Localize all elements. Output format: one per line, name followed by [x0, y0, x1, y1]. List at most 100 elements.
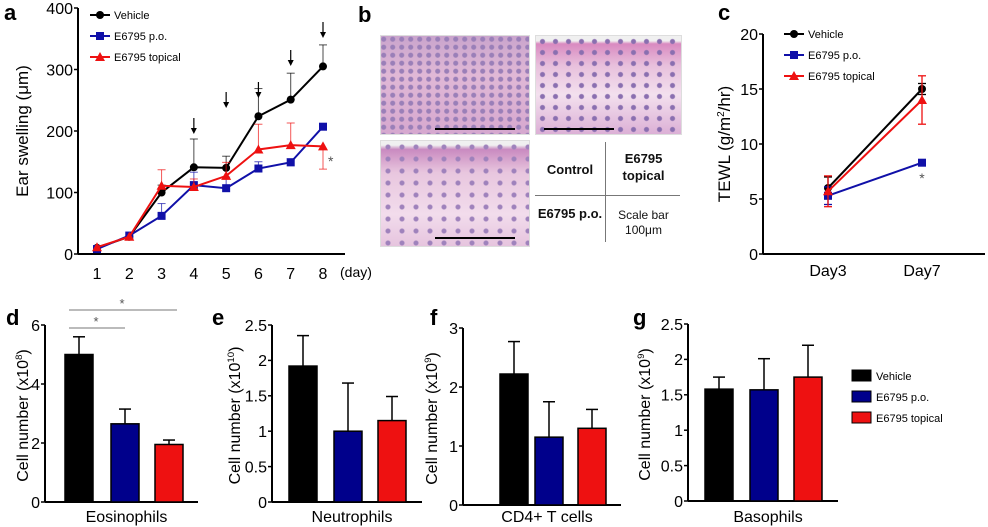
c-x-tick-label: Day3 [809, 263, 846, 280]
g-bar-e6795-p-o- [749, 389, 779, 502]
c-series-line [827, 161, 923, 197]
panel-label-b: b [358, 2, 372, 27]
d-y-label: Cell number (x108) [14, 349, 32, 482]
a-arrowhead [320, 32, 326, 38]
g-bar-e6795-topical [793, 376, 823, 502]
a-point-triangle [124, 231, 135, 241]
f-y-tick-label: 3 [449, 321, 458, 338]
a-point-square [157, 211, 166, 220]
g-y-tick-label: 0.5 [661, 458, 683, 475]
a-point-square [319, 122, 327, 131]
a-point-circle [254, 112, 263, 121]
g-y-tick-label: 0 [674, 494, 683, 511]
table-divider-h [535, 195, 680, 196]
legend-label: Vehicle [808, 29, 843, 41]
scale-bar [435, 128, 515, 130]
a-point-triangle [253, 144, 264, 154]
c-point-triangle [917, 95, 927, 104]
legend-label: E6795 topical [876, 413, 943, 425]
a-point-square [222, 184, 231, 193]
panel-label-f: f [430, 305, 438, 330]
scale-bar-note: Scale bar 100μm [618, 208, 669, 237]
c-y-label: TEWL (g/m2/hr) [715, 86, 734, 202]
c-significance: * [919, 170, 925, 186]
c-point-triangle [823, 186, 833, 196]
histology-control [380, 35, 530, 135]
d-y-tick-label: 2 [31, 436, 40, 453]
a-point-circle [319, 62, 327, 71]
c-y-tick-label: 10 [740, 137, 758, 154]
a-point-triangle [188, 181, 199, 191]
legend-label: Vehicle [114, 10, 149, 22]
e-bar-e6795-topical [377, 419, 407, 503]
e-y-label: Cell number (x1010) [226, 347, 244, 485]
d-y-tick-label: 4 [31, 377, 40, 394]
a-point-circle [189, 163, 198, 172]
a-series-line [96, 126, 324, 251]
e-y-tick-label: 0 [258, 495, 267, 512]
panel-label-c: c [718, 0, 730, 25]
legend-label: E6795 p.o. [808, 50, 861, 62]
legend-label: E6795 topical [808, 71, 875, 83]
f-y-label: Cell number (x109) [423, 352, 441, 485]
a-x-tick-label: 4 [189, 266, 198, 283]
d-significance-star: * [119, 296, 124, 311]
a-x-tick-label: 1 [93, 266, 102, 283]
legend-label: Vehicle [876, 371, 911, 383]
a-arrowhead [223, 102, 230, 108]
g-y-tick-label: 2.5 [661, 317, 683, 334]
g-x-label: Basophils [733, 509, 802, 526]
c-y-tick-label: 5 [749, 192, 758, 209]
f-y-tick-label: 0 [449, 498, 458, 515]
legend-cell-control: Control [546, 162, 594, 177]
e-y-tick-label: 2.5 [245, 318, 267, 335]
legend-marker-circle [790, 30, 798, 38]
a-y-tick-label: 300 [46, 62, 73, 79]
legend-marker-triangle [95, 52, 105, 61]
a-series-line [96, 65, 324, 249]
scale-bar [544, 128, 614, 130]
d-bar-vehicle [64, 353, 94, 503]
c-y-tick-label: 20 [740, 27, 758, 44]
e-bar-e6795-p-o- [333, 430, 363, 503]
a-point-triangle [92, 242, 102, 252]
legend-label: E6795 p.o. [876, 392, 929, 404]
panel-label-e: e [212, 305, 224, 330]
legend-marker-triangle [789, 71, 799, 80]
d-bar-e6795-p-o- [110, 423, 140, 503]
legend-cell-po: E6795 p.o. [537, 206, 603, 221]
c-x-tick-label: Day7 [903, 263, 940, 280]
a-x-tick-label: 7 [286, 266, 295, 283]
a-x-tick-label: 6 [254, 266, 263, 283]
legend-marker-square [790, 51, 798, 59]
e-y-tick-label: 0.5 [245, 459, 267, 476]
a-arrowhead [287, 60, 294, 66]
a-y-tick-label: 200 [46, 124, 73, 141]
d-x-label: Eosinophils [86, 509, 168, 526]
g-y-label: Cell number (x109) [636, 348, 654, 481]
f-bar-e6795-topical [577, 427, 607, 506]
c-series-line [827, 88, 923, 189]
a-x-tick-label: 5 [222, 266, 231, 283]
a-arrowhead [190, 128, 197, 134]
legend-label: E6795 topical [114, 52, 181, 64]
a-x-unit: (day) [340, 264, 372, 280]
f-bar-vehicle [499, 373, 529, 506]
e-y-tick-label: 2 [258, 353, 267, 370]
f-y-tick-label: 1 [449, 439, 458, 456]
histology-topical [535, 35, 682, 135]
table-divider-v [605, 142, 606, 242]
legend-label: E6795 p.o. [114, 31, 167, 43]
a-point-square [254, 164, 263, 173]
d-y-tick-label: 6 [31, 318, 40, 335]
legend-swatch [851, 390, 872, 403]
a-point-square [286, 158, 295, 167]
a-y-tick-label: 0 [64, 247, 73, 264]
a-series-line [96, 144, 324, 249]
a-y-label: Ear swelling (μm) [13, 65, 32, 197]
legend-marker-circle [96, 11, 104, 19]
legend-cell-topical: E6795 topical [622, 151, 665, 183]
panel-label-d: d [6, 305, 19, 330]
a-y-tick-label: 100 [46, 185, 73, 202]
